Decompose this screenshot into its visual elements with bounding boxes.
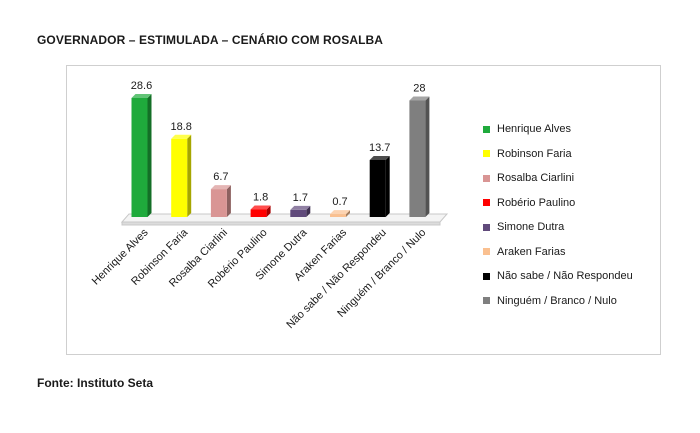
bar-front (171, 138, 188, 217)
legend-label: Henrique Alves (497, 123, 571, 136)
bar-side (266, 205, 271, 217)
legend-label: Não sabe / Não Respondeu (497, 270, 633, 283)
chart-frame (66, 65, 661, 355)
bar-henrique-alves (131, 94, 152, 217)
bar-side (425, 96, 430, 217)
bar-roberio-paulino (250, 205, 271, 217)
legend-item-rosalba-ciarlini: Rosalba Ciarlini (483, 166, 633, 191)
bar-side (346, 210, 350, 217)
chart-legend: Henrique Alves Robinson Faria Rosalba Ciar… (483, 117, 633, 313)
legend-item-roberio-paulino: Robério Paulino (483, 191, 633, 216)
legend-swatch (483, 199, 490, 207)
value-labels-group: 28.6 18.8 6.7 1.8 1.7 0.7 13.7 28 (131, 80, 426, 208)
value-label-rosalba-ciarlini: 6.7 (213, 171, 228, 183)
bars-group (131, 94, 430, 217)
legend-swatch (483, 272, 490, 280)
legend-item-simone-dutra: Simone Dutra (483, 215, 633, 240)
legend-item-araken-farias: Araken Farias (483, 240, 633, 265)
legend-swatch (483, 125, 490, 133)
legend-label: Araken Farias (497, 245, 566, 258)
bar-nao-sabe-nao-respondeu (369, 155, 390, 217)
legend-item-robinson-faria: Robinson Faria (483, 142, 633, 167)
legend-label: Ninguém / Branco / Nulo (497, 294, 617, 307)
bar-top (409, 96, 430, 101)
value-label-araken-farias: 0.7 (332, 196, 347, 208)
bar-front (369, 159, 386, 217)
bar-top (210, 185, 231, 190)
legend-swatch (483, 150, 490, 158)
value-label-simone-dutra: 1.7 (293, 192, 308, 204)
bar-front (330, 214, 346, 217)
value-label-roberio-paulino: 1.8 (253, 192, 268, 204)
bar-rosalba-ciarlini (210, 185, 231, 217)
legend-item-ninguem-branco-nulo: Ninguém / Branco / Nulo (483, 289, 633, 314)
legend-label: Robinson Faria (497, 147, 572, 160)
legend-label: Rosalba Ciarlini (497, 172, 575, 185)
legend-swatch (483, 174, 490, 182)
bar-side (385, 155, 390, 217)
bar-front (290, 209, 307, 217)
bar-top (131, 94, 152, 98)
legend-swatch (483, 297, 490, 305)
bar-ninguem-branco-nulo (409, 96, 430, 217)
bar-top (369, 155, 390, 160)
bar-side (226, 185, 231, 217)
floor-top (120, 213, 449, 223)
chart-floor (120, 213, 449, 226)
source-note: Fonte: Instituto Seta (37, 376, 153, 390)
bar-top (290, 205, 311, 210)
chart-title: GOVERNADOR – ESTIMULADA – CENÁRIO COM RO… (37, 33, 384, 47)
legend-swatch (483, 248, 490, 256)
floor-front (121, 221, 441, 226)
bar-side (147, 94, 152, 217)
bar-front (409, 100, 426, 217)
legend-label: Robério Paulino (497, 196, 576, 209)
value-label-ninguem-branco-nulo: 28 (413, 82, 425, 94)
bar-side (187, 134, 192, 217)
value-label-henrique-alves: 28.6 (131, 80, 152, 92)
legend-swatch (483, 223, 490, 231)
bar-simone-dutra (290, 205, 311, 217)
bar-front (250, 209, 267, 217)
bar-front (131, 98, 148, 217)
bar-robinson-faria (171, 134, 192, 217)
bar-araken-farias (330, 210, 350, 217)
bar-front (210, 189, 227, 217)
legend-item-henrique-alves: Henrique Alves (483, 117, 633, 142)
legend-item-nao-sabe-nao-respondeu: Não sabe / Não Respondeu (483, 264, 633, 289)
value-label-nao-sabe-nao-respondeu: 13.7 (369, 142, 390, 154)
bar-top (250, 205, 271, 210)
bar-top (171, 134, 192, 139)
bar-side (306, 205, 311, 217)
bar-top (330, 210, 350, 215)
value-label-robinson-faria: 18.8 (170, 121, 191, 133)
legend-label: Simone Dutra (497, 221, 565, 234)
